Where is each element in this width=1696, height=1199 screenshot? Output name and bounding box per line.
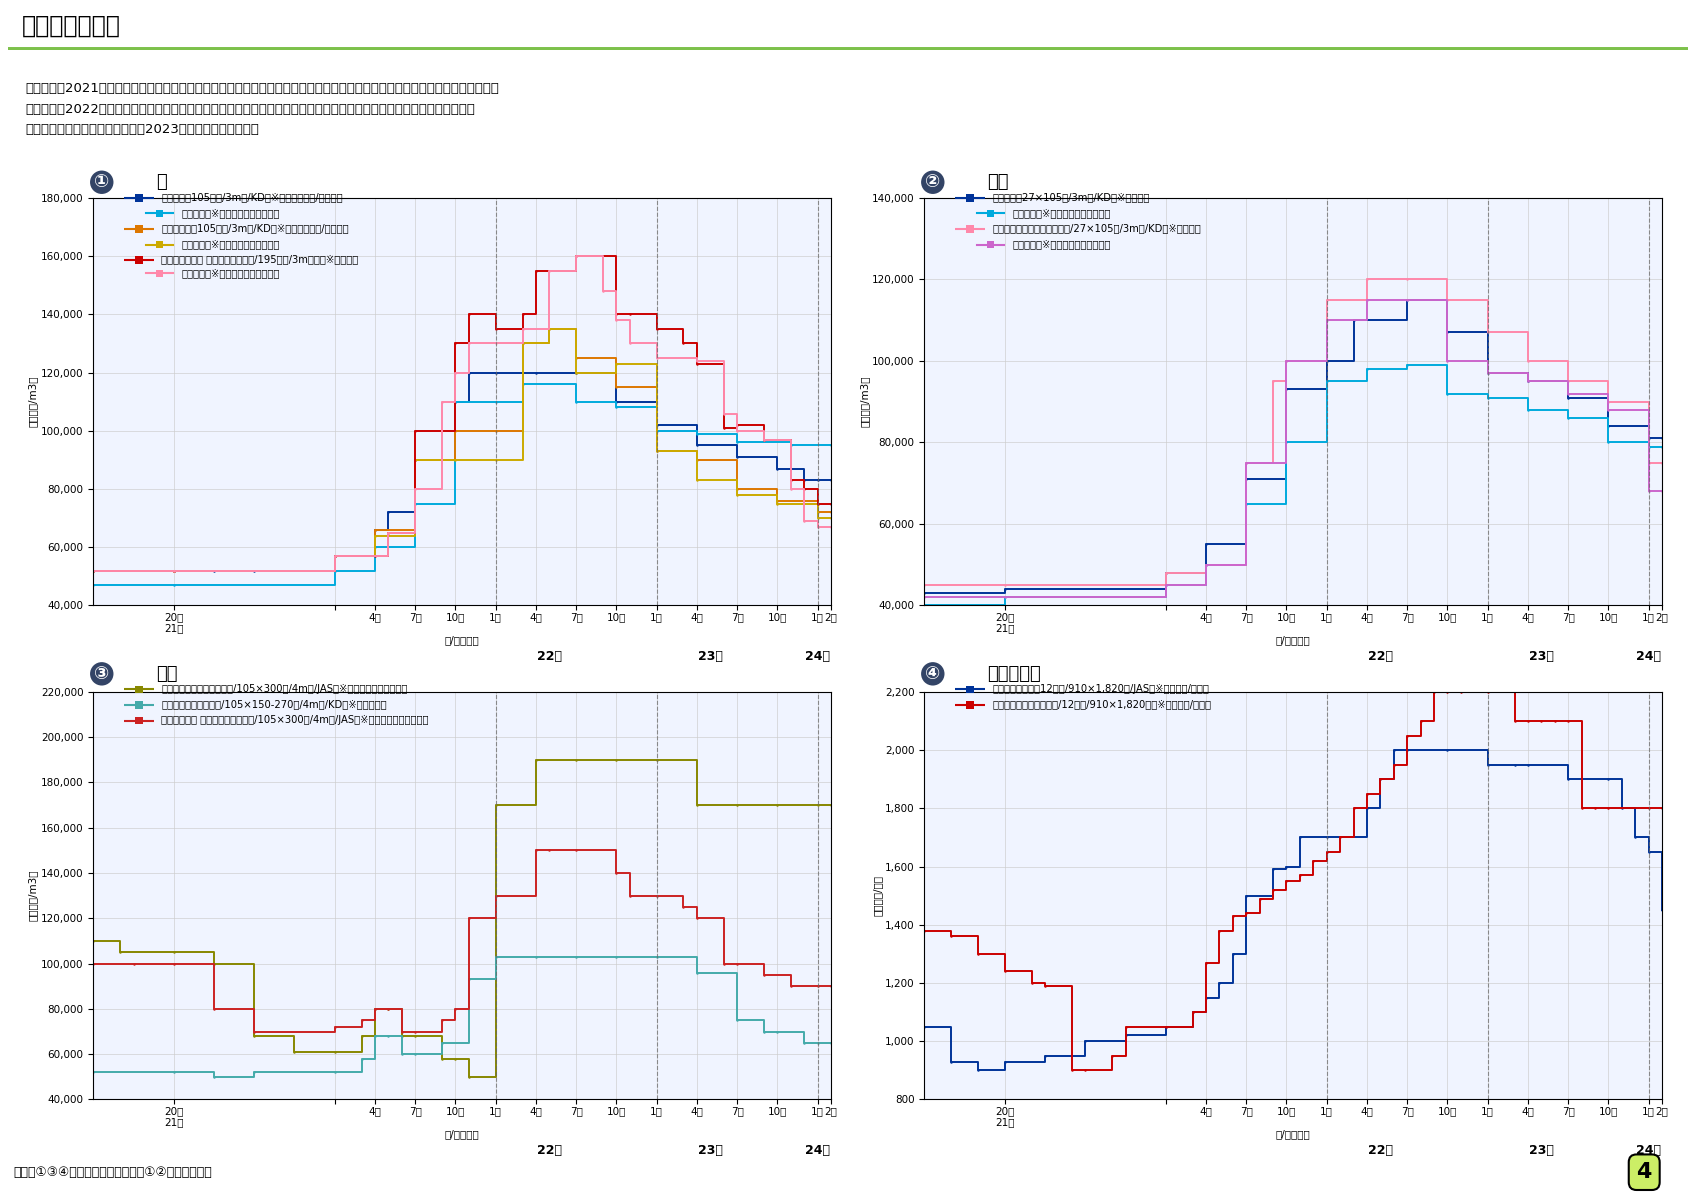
Text: 22年: 22年 <box>1369 650 1392 663</box>
Text: 平角: 平角 <box>156 664 178 683</box>
X-axis label: 年/月（週）: 年/月（週） <box>1275 634 1311 645</box>
Text: （２）製品価格: （２）製品価格 <box>22 13 120 37</box>
Text: 23年: 23年 <box>1528 1144 1554 1157</box>
Bar <box>967 701 974 709</box>
Text: 構造用合板: 構造用合板 <box>987 664 1041 683</box>
Text: スギ間柱（27×105㎜/3m長/KD）※市売市場: スギ間柱（27×105㎜/3m長/KD）※市売市場 <box>992 192 1150 203</box>
Text: 22年: 22年 <box>1369 1144 1392 1157</box>
Text: 輸入合板（東南アジア産/12㎜厚/910×1,820㎜）※関東市場/問屋着: 輸入合板（東南アジア産/12㎜厚/910×1,820㎜）※関東市場/問屋着 <box>992 699 1211 710</box>
Bar <box>987 210 994 217</box>
Y-axis label: 価格（円/m3）: 価格（円/m3） <box>29 376 37 427</box>
Text: 24年: 24年 <box>806 1144 829 1157</box>
Text: 24年: 24年 <box>1637 650 1660 663</box>
Bar <box>156 241 163 248</box>
Y-axis label: 価格（円/m3）: 価格（円/m3） <box>860 376 868 427</box>
Text: 23年: 23年 <box>697 650 722 663</box>
Text: 4: 4 <box>1637 1162 1652 1182</box>
Bar <box>136 194 142 201</box>
Bar <box>967 686 974 693</box>
Text: ④: ④ <box>926 664 940 683</box>
X-axis label: 年/月（週）: 年/月（週） <box>444 1128 480 1139</box>
Bar <box>136 717 142 724</box>
Bar <box>136 686 142 693</box>
Bar <box>136 701 142 709</box>
Y-axis label: 価格（円/枚）: 価格（円/枚） <box>872 875 882 916</box>
Text: 24年: 24年 <box>1637 1144 1660 1157</box>
Text: ②: ② <box>926 173 940 192</box>
Text: 22年: 22年 <box>538 650 561 663</box>
Text: 24年: 24年 <box>806 650 829 663</box>
X-axis label: 年/月（週）: 年/月（週） <box>1275 1128 1311 1139</box>
Bar <box>987 241 994 248</box>
Text: ホワイトウッド間柱（欧州産/27×105㎜/3m長/KD）※問屋卸し: ホワイトウッド間柱（欧州産/27×105㎜/3m長/KD）※問屋卸し <box>992 223 1201 234</box>
Bar <box>136 257 142 264</box>
Text: 〃　　　　※関東プレカット工場着: 〃 ※関東プレカット工場着 <box>181 267 280 278</box>
Text: ③: ③ <box>95 664 109 683</box>
Text: ・令和３（2021）年は、世界的な木材需要の高まり等により輸入材製品価格が高騰し、代替需要により国産材製品価格も上昇。
　令和４（2022）年以降、柱、間柱、平: ・令和３（2021）年は、世界的な木材需要の高まり等により輸入材製品価格が高騰し… <box>25 83 499 137</box>
Text: ホワイトウッド 集成管柱（欧州産/195㎜角/3m長）　※京浜市場: ホワイトウッド 集成管柱（欧州産/195㎜角/3m長） ※京浜市場 <box>161 254 358 265</box>
Text: 23年: 23年 <box>1528 650 1554 663</box>
Text: 資料：①③④木材建材ウイクリー、①②日刊木材新聞: 資料：①③④木材建材ウイクリー、①②日刊木材新聞 <box>14 1167 212 1179</box>
Bar <box>156 210 163 217</box>
Bar <box>967 194 974 201</box>
Text: 22年: 22年 <box>538 1144 561 1157</box>
Text: 〃　　　　※関東プレカット工場着: 〃 ※関東プレカット工場着 <box>181 207 280 218</box>
Text: 米マツ平角（国内生産/105×150-270㎜/4m長/KD）※関東問屋着: 米マツ平角（国内生産/105×150-270㎜/4m長/KD）※関東問屋着 <box>161 699 387 710</box>
Text: 23年: 23年 <box>697 1144 722 1157</box>
Text: 国産針葉樹合板（12㎜厚/910×1,820㎜/JAS）※関東市場/問屋着: 国産針葉樹合板（12㎜厚/910×1,820㎜/JAS）※関東市場/問屋着 <box>992 683 1209 694</box>
Bar <box>136 225 142 233</box>
Text: スギ柱角（105㎜角/3m長/KD）※関東市売市場/置場渡し: スギ柱角（105㎜角/3m長/KD）※関東市売市場/置場渡し <box>161 192 343 203</box>
Text: 〃　　　　※関東プレカット工場着: 〃 ※関東プレカット工場着 <box>1013 207 1111 218</box>
X-axis label: 年/月（週）: 年/月（週） <box>444 634 480 645</box>
Bar <box>967 225 974 233</box>
Text: 〃　　　　※関東プレカット工場着: 〃 ※関東プレカット工場着 <box>181 239 280 249</box>
Text: ①: ① <box>95 173 109 192</box>
Text: レッドウッド 集成平角（国内生産/105×300㎜/4m長/JAS）※関東プレカット工場着: レッドウッド 集成平角（国内生産/105×300㎜/4m長/JAS）※関東プレカ… <box>161 715 429 725</box>
Text: 柱: 柱 <box>156 173 166 192</box>
Text: 間柱: 間柱 <box>987 173 1009 192</box>
Text: 〃　　　　※関東プレカット工場着: 〃 ※関東プレカット工場着 <box>1013 239 1111 249</box>
Text: 米マツ集成平角（国内生産/105×300㎜/4m長/JAS）※関東プレカット工場着: 米マツ集成平角（国内生産/105×300㎜/4m長/JAS）※関東プレカット工場… <box>161 683 407 694</box>
Text: ヒノキ柱角（105㎜角/3m長/KD）※関東市売市場/置場渡し: ヒノキ柱角（105㎜角/3m長/KD）※関東市売市場/置場渡し <box>161 223 349 234</box>
Y-axis label: 価格（円/m3）: 価格（円/m3） <box>29 870 37 921</box>
Bar <box>156 270 163 277</box>
